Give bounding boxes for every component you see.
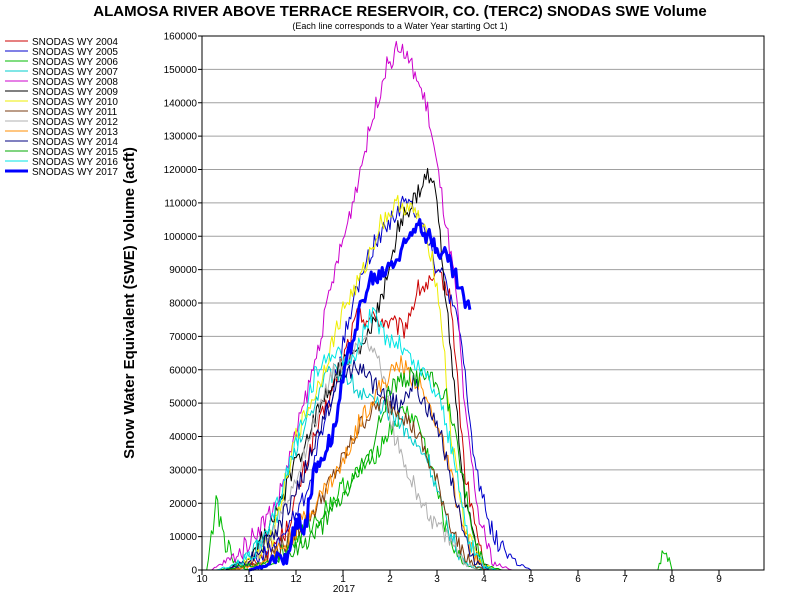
y-tick-label: 130000 (164, 132, 198, 143)
legend-label: SNODAS WY 2015 (32, 147, 118, 158)
chart-title: ALAMOSA RIVER ABOVE TERRACE RESERVOIR, C… (93, 3, 706, 20)
x-tick-label: 12 (290, 574, 302, 585)
y-tick-label: 70000 (169, 332, 197, 343)
legend-label: SNODAS WY 2013 (32, 127, 118, 138)
y-tick-label: 100000 (164, 232, 198, 243)
legend-label: SNODAS WY 2007 (32, 67, 118, 78)
legend-label: SNODAS WY 2016 (32, 157, 118, 168)
y-tick-label: 0 (191, 566, 197, 577)
x-tick-label: 4 (481, 574, 487, 585)
series-line (230, 269, 499, 571)
series-line (216, 307, 499, 571)
legend-label: SNODAS WY 2012 (32, 117, 118, 128)
y-tick-label: 160000 (164, 32, 198, 43)
series-line (216, 366, 503, 571)
chart-subtitle: (Each line corresponds to a Water Year s… (292, 21, 507, 31)
y-tick-label: 60000 (169, 365, 197, 376)
y-tick-label: 50000 (169, 399, 197, 410)
y-tick-label: 150000 (164, 65, 198, 76)
plot-frame (201, 35, 765, 571)
series-line (220, 195, 532, 571)
y-tick-label: 40000 (169, 432, 197, 443)
x-tick-label: 11 (244, 574, 255, 585)
x-tick-label: 1 (340, 574, 346, 585)
y-tick-label: 80000 (169, 299, 197, 310)
legend-label: SNODAS WY 2008 (32, 77, 118, 88)
y-tick-labels: 0 10000 20000 30000 40000 50000 60000 70000 8000… (164, 32, 198, 577)
x-tick-label: 9 (716, 574, 722, 585)
y-tick-label: 110000 (164, 198, 197, 209)
legend-label: SNODAS WY 2004 (32, 37, 118, 48)
y-tick-label: 120000 (164, 165, 198, 176)
x-tick-label: 5 (528, 574, 534, 585)
legend-label: SNODAS WY 2014 (32, 137, 118, 148)
y-tick-label: 30000 (169, 465, 197, 476)
y-tick-label: 10000 (169, 532, 197, 543)
legend-label: SNODAS WY 2010 (32, 97, 118, 108)
x-tick-label: 8 (669, 574, 675, 585)
x-tick-label: 7 (622, 574, 628, 585)
y-tick-label: 90000 (169, 265, 197, 276)
series-line (248, 218, 472, 572)
x-tick-label: 2 (387, 574, 393, 585)
y-axis-label: Snow Water Equivalent (SWE) Volume (acft… (121, 147, 138, 459)
series-line (230, 396, 489, 571)
legend-label: SNODAS WY 2005 (32, 47, 118, 58)
y-tick-label: 20000 (169, 499, 197, 510)
x-tick-label: 3 (434, 574, 440, 585)
legend-label: SNODAS WY 2011 (32, 107, 118, 118)
series-line (211, 40, 513, 571)
x-year-label: 2017 (333, 584, 356, 595)
legend-label: SNODAS WY 2017 (32, 167, 118, 178)
legend-label: SNODAS WY 2009 (32, 87, 118, 98)
x-tick-labels: 10 11 12 1 2 3 4 5 6 7 8 9 (196, 574, 722, 585)
y-tick-label: 140000 (164, 98, 198, 109)
series-line (225, 359, 490, 571)
legend-label: SNODAS WY 2006 (32, 57, 118, 68)
x-tick-label: 10 (196, 574, 208, 585)
x-tick-label: 6 (575, 574, 581, 585)
